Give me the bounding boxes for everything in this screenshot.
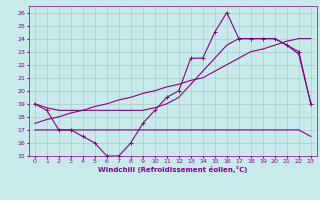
X-axis label: Windchill (Refroidissement éolien,°C): Windchill (Refroidissement éolien,°C) — [98, 166, 247, 173]
